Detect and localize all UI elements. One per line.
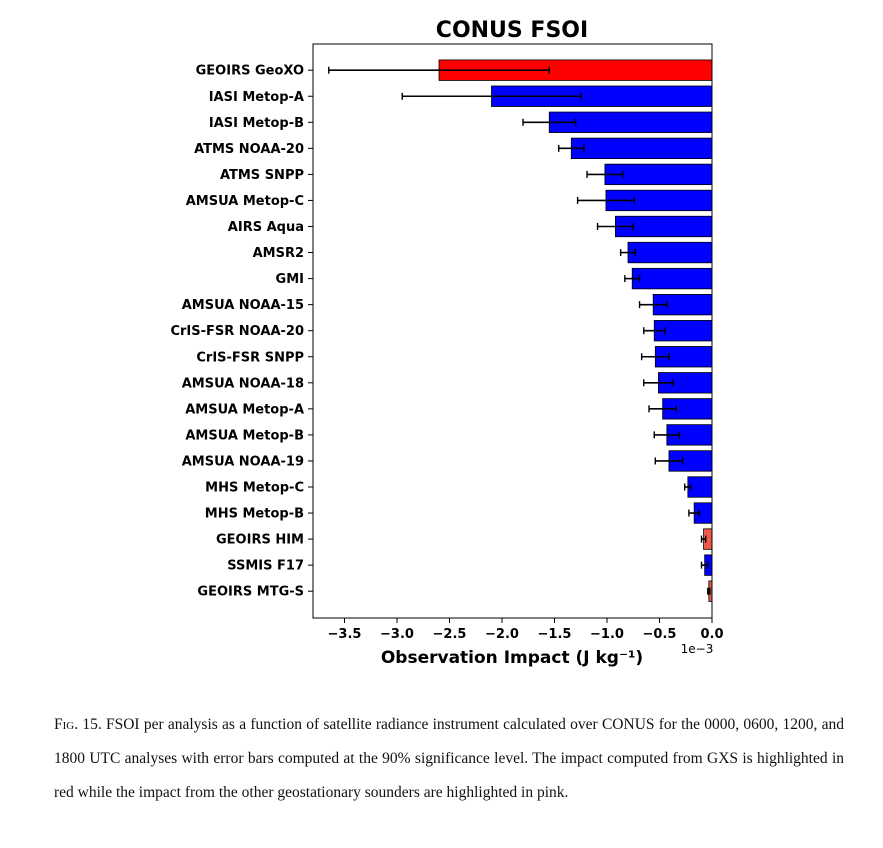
y-tick-label: GMI [276, 272, 304, 287]
x-tick-label: 0.0 [700, 627, 723, 642]
y-tick-label: IASI Metop-B [209, 116, 304, 131]
y-tick-label: GEOIRS GeoXO [196, 64, 304, 79]
y-tick-label: SSMIS F17 [227, 559, 304, 574]
y-tick-label: GEOIRS HIM [216, 533, 304, 548]
error-bar-geoirs-mtg-s [707, 587, 711, 595]
y-tick-label: AIRS Aqua [228, 220, 304, 235]
error-bar-cris-fsr-snpp [640, 353, 670, 361]
error-bar-geoirs-geoxo [328, 66, 550, 74]
bar-gmi [631, 267, 713, 290]
figure-caption: Fig. 15. FSOI per analysis as a function… [54, 708, 844, 810]
y-tick-label: AMSUA NOAA-15 [182, 298, 304, 313]
x-axis-offset-label: 1e−3 [681, 642, 714, 656]
y-tick-label: AMSUA Metop-B [185, 428, 304, 443]
error-bar-airs-aqua [596, 223, 634, 230]
y-tick-label: AMSUA NOAA-18 [182, 376, 304, 391]
error-bar-atms-snpp [586, 170, 624, 178]
y-tick-label: ATMS NOAA-20 [194, 142, 304, 157]
error-bar-iasi-metop-a [401, 92, 582, 100]
x-tick-label: −1.0 [590, 627, 624, 642]
y-tick-label: AMSUA Metop-C [186, 194, 304, 209]
error-bars-layer [328, 66, 711, 595]
error-bar-amsua-metop-b [653, 431, 681, 439]
x-tick-label: −1.5 [538, 627, 572, 642]
chart-title: CONUS FSOI [436, 18, 588, 43]
fsoi-bar-chart: CONUS FSOI GEOIRS GeoXO IASI Metop-A IASI … [170, 18, 724, 668]
error-bar-amsua-metop-a [648, 405, 677, 413]
error-bar-cris-fsr-noaa-20 [643, 327, 666, 335]
x-tick-label: −0.5 [643, 627, 677, 642]
error-bar-mhs-metop-c [684, 483, 692, 491]
error-bar-mhs-metop-b [688, 509, 701, 517]
error-bar-amsua-metop-c [576, 196, 635, 204]
y-tick-label: AMSUA NOAA-19 [182, 454, 304, 469]
error-bar-iasi-metop-b [522, 118, 577, 126]
plot-frame [312, 43, 713, 619]
x-tick-label: −2.5 [433, 627, 467, 642]
error-bar-gmi [624, 275, 641, 283]
y-tick-label: CrIS-FSR NOAA-20 [170, 324, 304, 339]
y-tick-label: IASI Metop-A [209, 90, 304, 105]
y-tick-label: GEOIRS MTG-S [197, 585, 304, 600]
error-bar-amsr2 [619, 249, 637, 257]
y-tick-label: MHS Metop-B [205, 507, 304, 522]
bar-atms-noaa-20 [570, 137, 713, 160]
y-tick-label: ATMS SNPP [220, 168, 304, 183]
bars-layer [438, 59, 713, 602]
y-tick-label: CrIS-FSR SNPP [196, 350, 304, 365]
x-axis: −3.5 −3.0 −2.5 −2.0 −1.5 −1.0 −0.5 0.0 [328, 618, 724, 642]
y-tick-labels: GEOIRS GeoXO IASI Metop-A IASI Metop-B ATMS… [170, 64, 313, 600]
x-tick-label: −2.0 [485, 627, 519, 642]
error-bar-ssmis-f17 [700, 561, 709, 569]
error-bar-geoirs-him [700, 535, 707, 543]
error-bar-amsua-noaa-19 [654, 457, 684, 465]
error-bar-atms-noaa-20 [558, 144, 585, 152]
x-tick-label: −3.0 [380, 627, 414, 642]
error-bar-amsua-noaa-18 [643, 379, 674, 387]
x-axis-label: Observation Impact (J kg⁻¹) [381, 648, 643, 668]
error-bar-amsua-noaa-15 [638, 301, 668, 309]
y-tick-label: AMSUA Metop-A [185, 402, 304, 417]
figure-caption-text: FSOI per analysis as a function of satel… [54, 716, 844, 801]
bar-amsr2 [627, 241, 713, 264]
x-tick-label: −3.5 [328, 627, 362, 642]
y-tick-label: AMSR2 [253, 246, 304, 261]
y-tick-label: MHS Metop-C [205, 481, 304, 496]
figure-caption-label: Fig. 15. [54, 716, 102, 733]
